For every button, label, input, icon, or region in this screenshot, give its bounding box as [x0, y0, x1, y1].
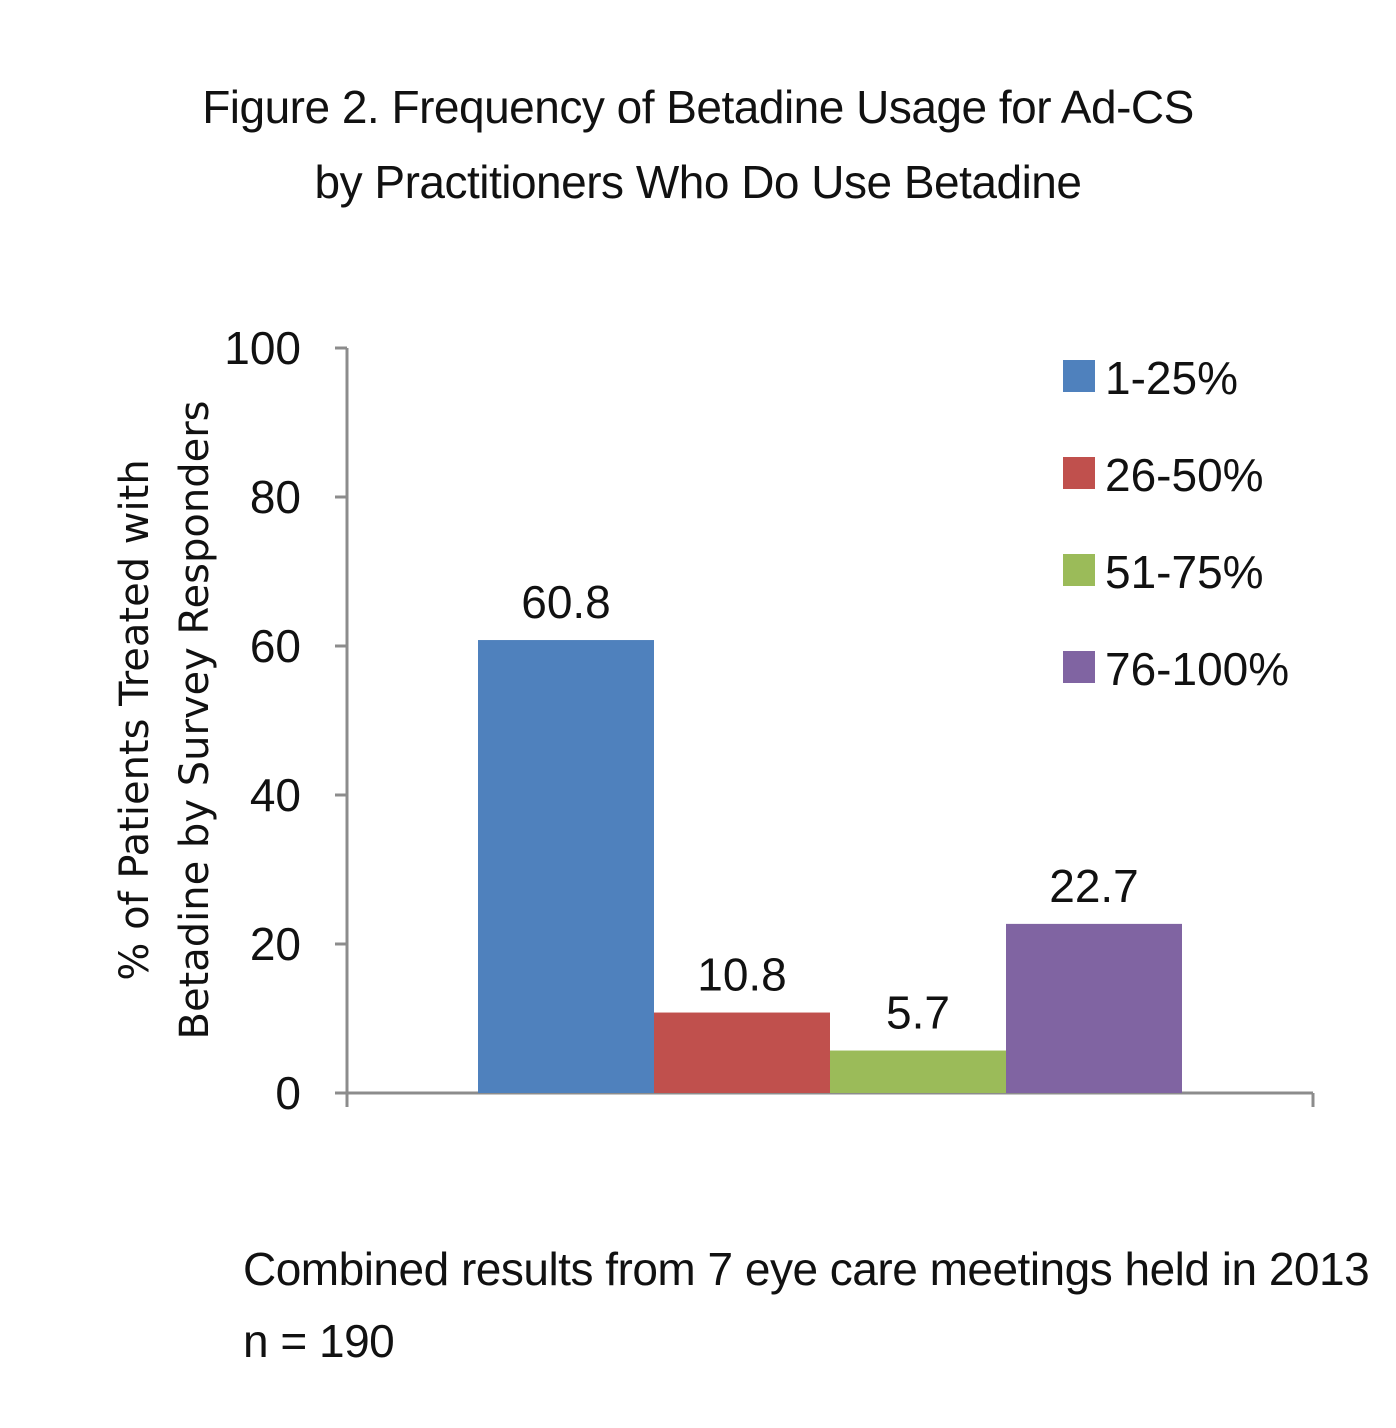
bar-26-50%: [654, 1012, 830, 1093]
bar-51-75%: [830, 1050, 1006, 1093]
caption-meetings: Combined results from 7 eye care meeting…: [243, 1243, 1370, 1295]
legend-label: 1-25%: [1105, 352, 1238, 404]
y-tick-label: 20: [250, 918, 301, 970]
chart-title: Figure 2. Frequency of Betadine Usage fo…: [202, 81, 1194, 133]
bar-value-label: 22.7: [1049, 860, 1139, 912]
legend-swatch: [1063, 651, 1095, 683]
bar-1-25%: [478, 640, 654, 1093]
bar-chart: % of Patients Treated with Betadine by S…: [112, 322, 1315, 1119]
y-axis-ticks: 0 20 40 60 80 100: [224, 322, 347, 1119]
bar-value-labels: 60.8 10.8 5.7 22.7: [521, 576, 1139, 1038]
legend-label: 76-100%: [1105, 643, 1289, 695]
bar-value-label: 60.8: [521, 576, 611, 628]
legend: 1-25% 26-50% 51-75% 76-100%: [1063, 352, 1289, 695]
bar-value-label: 10.8: [697, 949, 787, 1001]
caption-sample-size: n = 190: [243, 1315, 395, 1367]
legend-swatch: [1063, 554, 1095, 586]
legend-label: 51-75%: [1105, 546, 1264, 598]
y-axis-title-line-2: Betadine by Survey Responders: [172, 400, 218, 1039]
y-tick-label: 40: [250, 769, 301, 821]
y-axis-title: % of Patients Treated with Betadine by S…: [112, 400, 218, 1039]
y-tick-label: 60: [250, 620, 301, 672]
y-tick-label: 0: [275, 1067, 301, 1119]
y-axis-title-line-1: % of Patients Treated with: [112, 459, 158, 980]
legend-swatch: [1063, 360, 1095, 392]
chart-subtitle: by Practitioners Who Do Use Betadine: [314, 156, 1082, 208]
legend-swatch: [1063, 457, 1095, 489]
bar-value-label: 5.7: [886, 987, 950, 1039]
bar-76-100%: [1006, 923, 1182, 1093]
y-tick-label: 80: [250, 471, 301, 523]
legend-label: 26-50%: [1105, 449, 1264, 501]
bars: [478, 640, 1182, 1093]
y-tick-label: 100: [224, 322, 301, 374]
